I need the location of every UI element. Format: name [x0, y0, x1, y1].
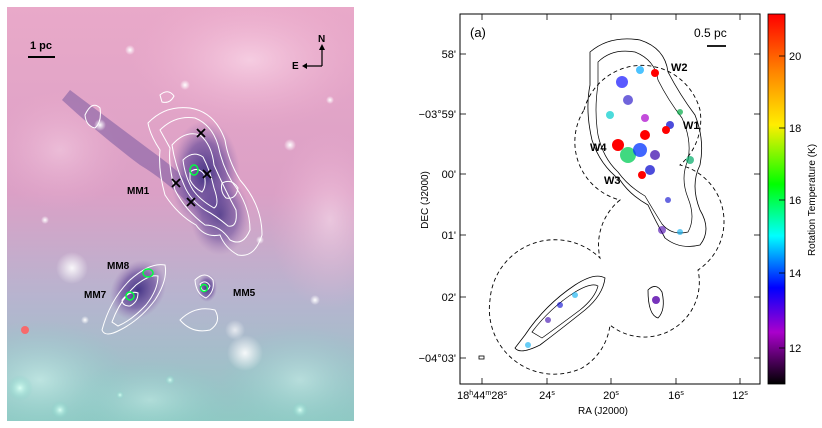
dec-tick-58: 58'	[442, 49, 456, 61]
ra-tick-24: 24s	[539, 390, 555, 402]
core-markers	[125, 164, 209, 301]
north-label: N	[318, 34, 325, 45]
temperature-map-panel: W2 W1 W4 W3 (a) 0.5 pc 58' −03°59' 00' 0…	[419, 13, 818, 417]
colorbar-tick-18: 18	[789, 123, 801, 135]
label-mm1: MM1	[127, 186, 150, 197]
label-w2: W2	[671, 62, 688, 74]
mosaic-footprint	[488, 64, 725, 375]
compass: N E	[292, 34, 325, 72]
label-w3: W3	[604, 175, 621, 187]
panel-label: (a)	[470, 25, 486, 40]
label-mm7: MM7	[84, 290, 107, 301]
dec-tick-59: −03°59'	[419, 109, 456, 121]
colorbar-tick-20: 20	[789, 51, 801, 63]
colorbar-label: Rotation Temperature (K)	[807, 144, 818, 256]
label-w4: W4	[590, 142, 607, 154]
y-axis-label: DEC (J2000)	[420, 171, 431, 229]
ra-tick-16: 16s	[668, 390, 684, 402]
x-axis-label: RA (J2000)	[578, 406, 628, 417]
ra-tick-labels: 18h44m28s 24s 20s 16s 12s	[457, 390, 748, 402]
beam-marker	[478, 355, 485, 360]
colorbar-tick-14: 14	[789, 268, 801, 280]
ra-tick-28: 18h44m28s	[457, 390, 508, 402]
emission-map	[514, 38, 707, 352]
colorbar-tick-12: 12	[789, 343, 801, 355]
colorbar-gradient	[767, 13, 786, 385]
east-label: E	[292, 61, 299, 72]
right-scale-label: 0.5 pc	[694, 26, 727, 40]
left-scale-label: 1 pc	[30, 40, 52, 52]
colorbar: 20 18 16 14 12 Rotation Temperature (K)	[767, 13, 818, 385]
colorbar-tick-16: 16	[789, 195, 801, 207]
dec-tick-03: −04°03'	[419, 353, 456, 365]
label-w1: W1	[683, 120, 700, 132]
dec-tick-00: 00'	[442, 169, 456, 181]
label-mm8: MM8	[107, 261, 130, 272]
ra-tick-20: 20s	[603, 390, 619, 402]
dust-contours	[84, 91, 263, 335]
dec-tick-02: 02'	[442, 292, 456, 304]
dec-tick-labels: 58' −03°59' 00' 01' 02' −04°03'	[419, 49, 456, 365]
label-mm5: MM5	[233, 288, 256, 299]
ra-tick-12: 12s	[732, 390, 748, 402]
map-frame	[459, 13, 761, 385]
infrared-image-panel: 1 pc N E MM1 MM8 MM7 MM5	[7, 7, 354, 421]
axis-ticks	[460, 14, 760, 384]
dec-tick-01: 01'	[442, 230, 456, 242]
masers	[171, 128, 212, 207]
